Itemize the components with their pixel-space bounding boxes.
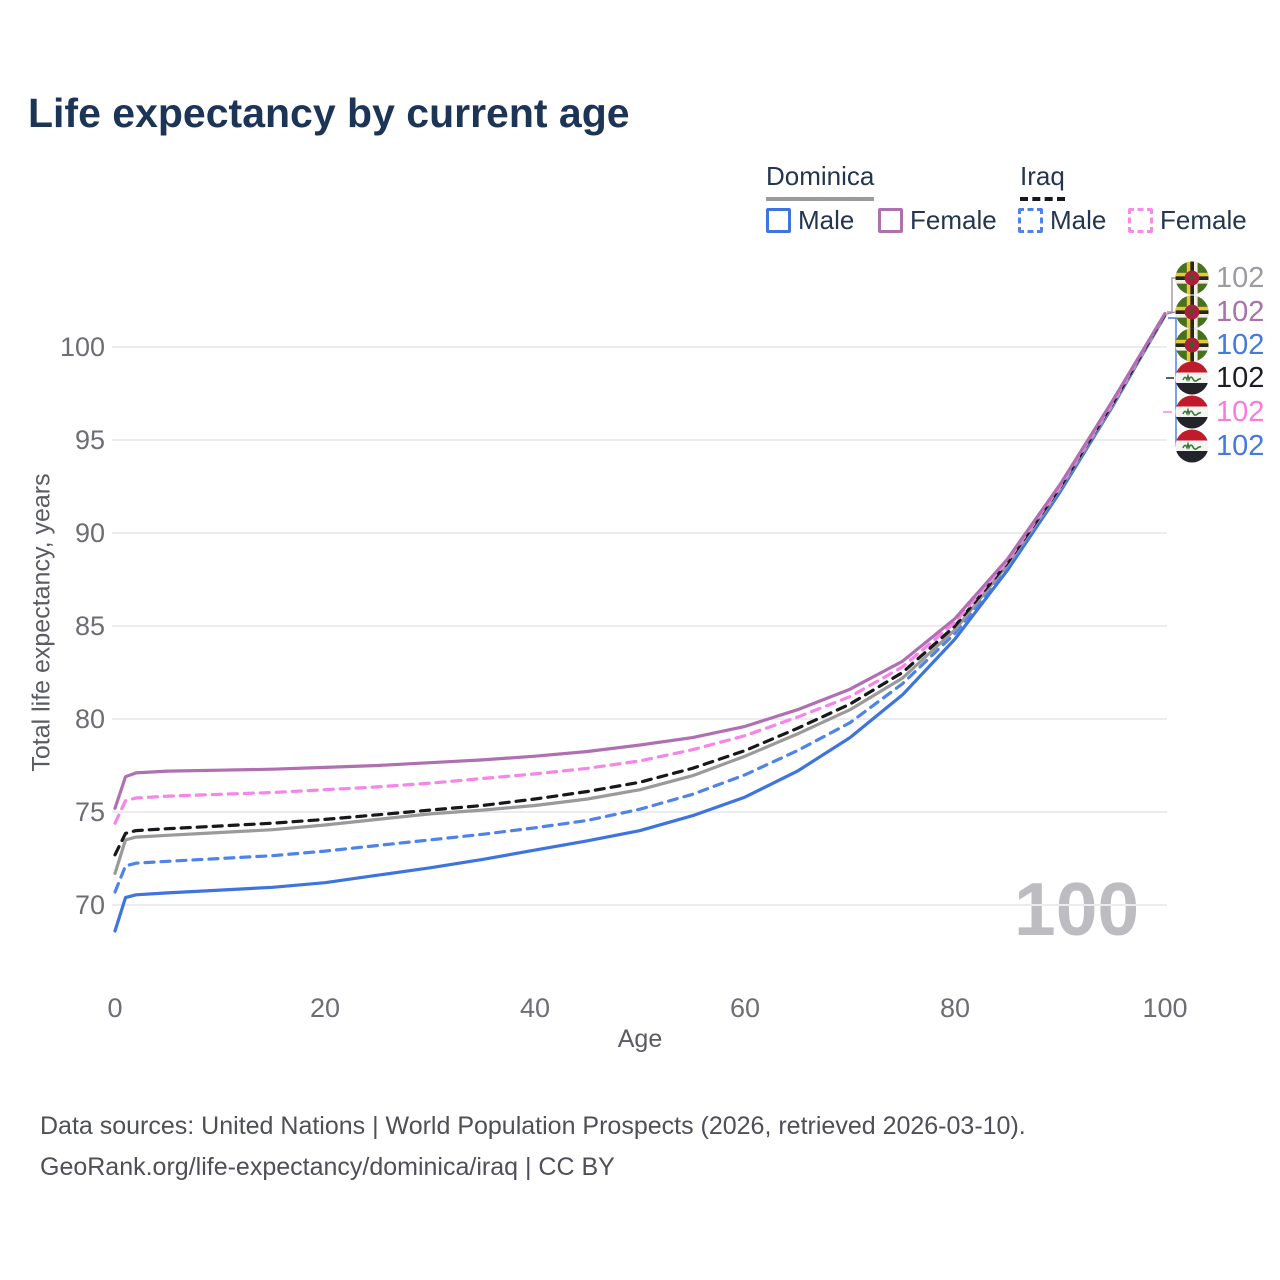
- iraq-female-swatch-icon: [1128, 208, 1153, 233]
- end-label-row-iraq-male: 102: [1175, 429, 1264, 463]
- gridlines: [112, 346, 1167, 906]
- series-line-dominica-both[interactable]: [113, 312, 1167, 876]
- series-line-dominica-female[interactable]: [113, 311, 1167, 810]
- series-line-iraq-both[interactable]: [113, 312, 1167, 857]
- legend-item-label: Male: [798, 205, 855, 235]
- y-tick-75: 75: [74, 797, 105, 827]
- y-tick-95: 95: [74, 425, 105, 455]
- y-tick-80: 80: [74, 704, 105, 734]
- x-axis-title: Age: [617, 1025, 663, 1053]
- footer-attribution: GeoRank.org/life-expectancy/dominica/ira…: [40, 1153, 615, 1181]
- y-tick-100: 100: [59, 332, 105, 362]
- end-label-row-dominica-female: 102: [1175, 295, 1264, 329]
- series-line-iraq-male[interactable]: [113, 313, 1167, 894]
- series-line-iraq-female[interactable]: [113, 311, 1167, 825]
- legend-item-dominica-male[interactable]: Male: [766, 205, 854, 236]
- dominica-male-swatch-icon: [766, 208, 791, 233]
- legend-item-iraq-male[interactable]: Male: [1018, 205, 1106, 236]
- footer-sources: Data sources: United Nations | World Pop…: [40, 1112, 1026, 1140]
- end-value: 102: [1216, 430, 1265, 462]
- y-tick-70: 70: [74, 890, 105, 920]
- footer: Data sources: United Nations | World Pop…: [40, 1106, 1026, 1188]
- series-line-dominica-male[interactable]: [113, 313, 1167, 933]
- y-tick-85: 85: [74, 611, 105, 641]
- leader-line: [1167, 277, 1176, 313]
- end-label-row-iraq-female: 102: [1175, 395, 1264, 429]
- dominica-female-swatch-icon: [878, 208, 903, 233]
- iraq-flag-icon: [1175, 429, 1209, 463]
- iraq-flag-icon: [1175, 395, 1209, 429]
- iraq-male-swatch-icon: [1018, 208, 1043, 233]
- dominica-flag-icon: [1175, 261, 1209, 295]
- y-tick-90: 90: [74, 518, 105, 548]
- dominica-flag-icon: [1175, 328, 1209, 362]
- end-value: 102: [1216, 262, 1265, 294]
- leader-line: [1166, 311, 1176, 315]
- end-label-row-iraq-both-sexes: 102: [1175, 361, 1264, 395]
- x-tick-100: 100: [1142, 993, 1188, 1023]
- page-title: Life expectancy by current age: [28, 90, 630, 136]
- end-value: 102: [1216, 329, 1265, 361]
- end-label-row-dominica-both-sexes: 102: [1175, 261, 1264, 295]
- x-tick-60: 60: [729, 993, 761, 1023]
- x-tick-0: 0: [107, 993, 123, 1023]
- legend-group-iraq[interactable]: Iraq: [1020, 161, 1065, 201]
- legend-item-dominica-female[interactable]: Female: [878, 205, 997, 236]
- legend-item-iraq-female[interactable]: Female: [1128, 205, 1247, 236]
- iraq-flag-icon: [1175, 361, 1209, 395]
- age-watermark: 100: [1014, 867, 1140, 951]
- legend-group-dominica[interactable]: Dominica: [766, 161, 875, 201]
- legend-item-label: Female: [1160, 205, 1247, 235]
- x-tick-20: 20: [309, 993, 341, 1023]
- end-value: 102: [1216, 396, 1265, 428]
- x-tick-80: 80: [939, 993, 971, 1023]
- end-value: 102: [1216, 362, 1265, 394]
- legend-item-label: Male: [1050, 205, 1107, 235]
- dominica-flag-icon: [1175, 295, 1209, 329]
- series-lines: [113, 311, 1167, 933]
- end-label-row-dominica-male: 102: [1175, 328, 1264, 362]
- legend-item-label: Female: [910, 205, 997, 235]
- x-tick-40: 40: [519, 993, 551, 1023]
- end-value: 102: [1216, 296, 1265, 328]
